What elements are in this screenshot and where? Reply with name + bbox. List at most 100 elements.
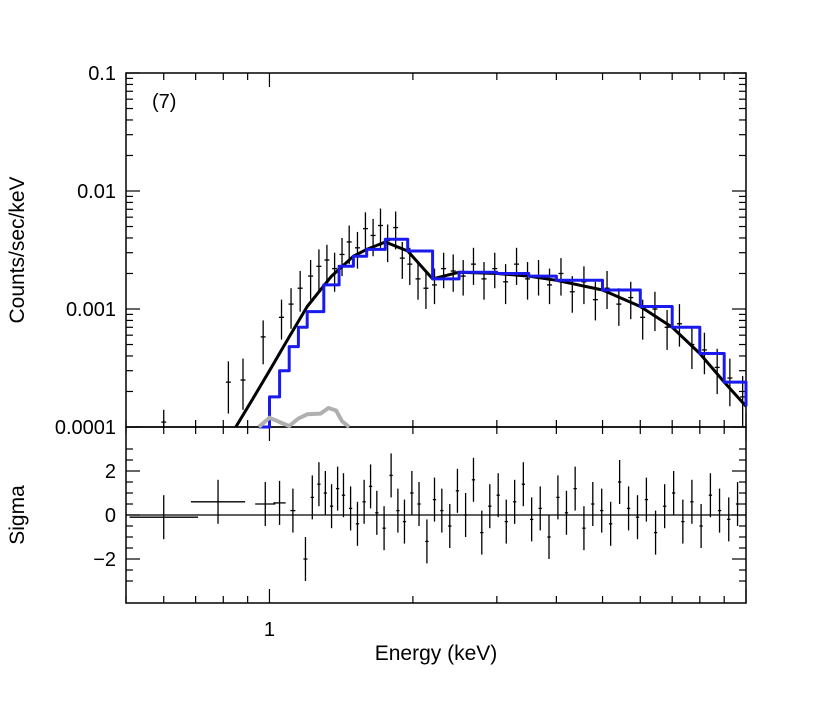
top-panel-frame	[125, 72, 747, 428]
residual-point	[355, 501, 360, 546]
model-blue	[258, 237, 748, 429]
data-point	[393, 211, 399, 250]
residual-point	[455, 468, 460, 513]
bottom-y-tick-label: −2	[93, 549, 116, 571]
panel-label: (7)	[152, 91, 176, 113]
residual-point	[530, 497, 534, 542]
residual-point	[717, 488, 722, 533]
residual-point	[410, 471, 414, 515]
data-point	[714, 348, 720, 395]
residual-point	[564, 490, 569, 535]
residual-point	[396, 488, 400, 533]
residual-point	[573, 466, 577, 511]
residual-point	[727, 497, 731, 542]
residual-point	[556, 475, 560, 520]
residual-point	[547, 515, 551, 559]
bottom-y-tick-label: 0	[105, 505, 116, 527]
data-point	[676, 304, 682, 347]
residual-point	[471, 457, 476, 502]
residual-point	[513, 479, 517, 524]
residual-point	[644, 477, 649, 522]
residual-point	[440, 488, 444, 533]
residual-point	[375, 490, 379, 535]
data-point	[460, 260, 466, 296]
data-point	[481, 262, 487, 300]
data-point	[470, 247, 476, 285]
residual-point	[672, 471, 676, 515]
top-panel-ticks	[125, 72, 747, 428]
data-point	[664, 310, 670, 350]
data-point	[354, 231, 360, 269]
data-point	[339, 237, 345, 277]
residual-point	[708, 473, 713, 518]
residual-point	[488, 484, 492, 529]
residual-point	[389, 453, 393, 498]
residual-point	[190, 479, 246, 524]
data-point	[260, 320, 266, 365]
residual-point	[600, 488, 604, 533]
data-point	[316, 249, 322, 292]
residual-point	[480, 510, 484, 555]
top-panel-models	[234, 237, 748, 429]
model-gray	[257, 406, 351, 429]
residual-point	[635, 495, 640, 540]
bottom-y-axis-label: Sigma	[6, 485, 29, 545]
residual-point	[290, 488, 296, 533]
bottom-y-tick-label: 2	[105, 461, 116, 483]
data-point	[514, 247, 520, 285]
residual-point	[735, 482, 740, 526]
residual-point	[273, 480, 286, 525]
data-point	[503, 264, 509, 305]
axis-labels: 1 0.1 0.01 0.001 0.0001 2 0 −2	[55, 63, 275, 641]
data-point	[525, 262, 531, 300]
top-y-tick-label: 0.1	[88, 63, 116, 85]
residual-point	[448, 504, 452, 548]
residual-point	[591, 482, 595, 526]
data-point	[558, 258, 564, 296]
residual-point	[335, 466, 340, 511]
residual-point	[348, 486, 353, 531]
data-point	[492, 252, 498, 289]
residual-point	[329, 484, 334, 529]
data-point	[362, 212, 368, 252]
residual-point	[609, 501, 613, 546]
top-y-tick-label: 0.01	[77, 181, 116, 203]
residual-point	[303, 537, 308, 581]
data-point	[297, 270, 303, 312]
bottom-panel-ticks	[125, 427, 747, 603]
residual-point	[582, 506, 586, 551]
bottom-panel-residuals	[126, 453, 746, 581]
residual-point	[402, 499, 407, 544]
data-point	[432, 268, 438, 305]
data-point	[377, 208, 383, 248]
model-black	[234, 240, 748, 428]
residual-point	[690, 479, 694, 524]
data-point	[308, 260, 314, 300]
data-point	[324, 244, 330, 282]
data-point	[441, 252, 447, 289]
residual-point	[521, 462, 525, 507]
x-tick-label: 1	[264, 619, 275, 641]
residual-point	[496, 473, 500, 518]
residual-point	[432, 477, 437, 522]
data-point	[225, 361, 231, 414]
residual-point	[504, 499, 508, 544]
residual-point	[317, 462, 321, 507]
data-point	[616, 288, 622, 326]
top-y-axis-label: Counts/sec/keV	[6, 176, 29, 323]
data-point	[547, 268, 553, 305]
data-point	[628, 281, 634, 320]
data-point	[161, 409, 167, 427]
residual-point	[323, 471, 327, 515]
data-point	[652, 291, 658, 332]
residual-point	[425, 519, 429, 564]
residual-point	[362, 479, 366, 524]
residual-point	[663, 484, 667, 529]
residual-point	[255, 482, 276, 526]
data-point	[423, 270, 429, 309]
x-axis-label: Energy (keV)	[375, 642, 498, 665]
residual-point	[681, 499, 685, 544]
residual-point	[463, 493, 468, 537]
data-point	[240, 358, 246, 410]
